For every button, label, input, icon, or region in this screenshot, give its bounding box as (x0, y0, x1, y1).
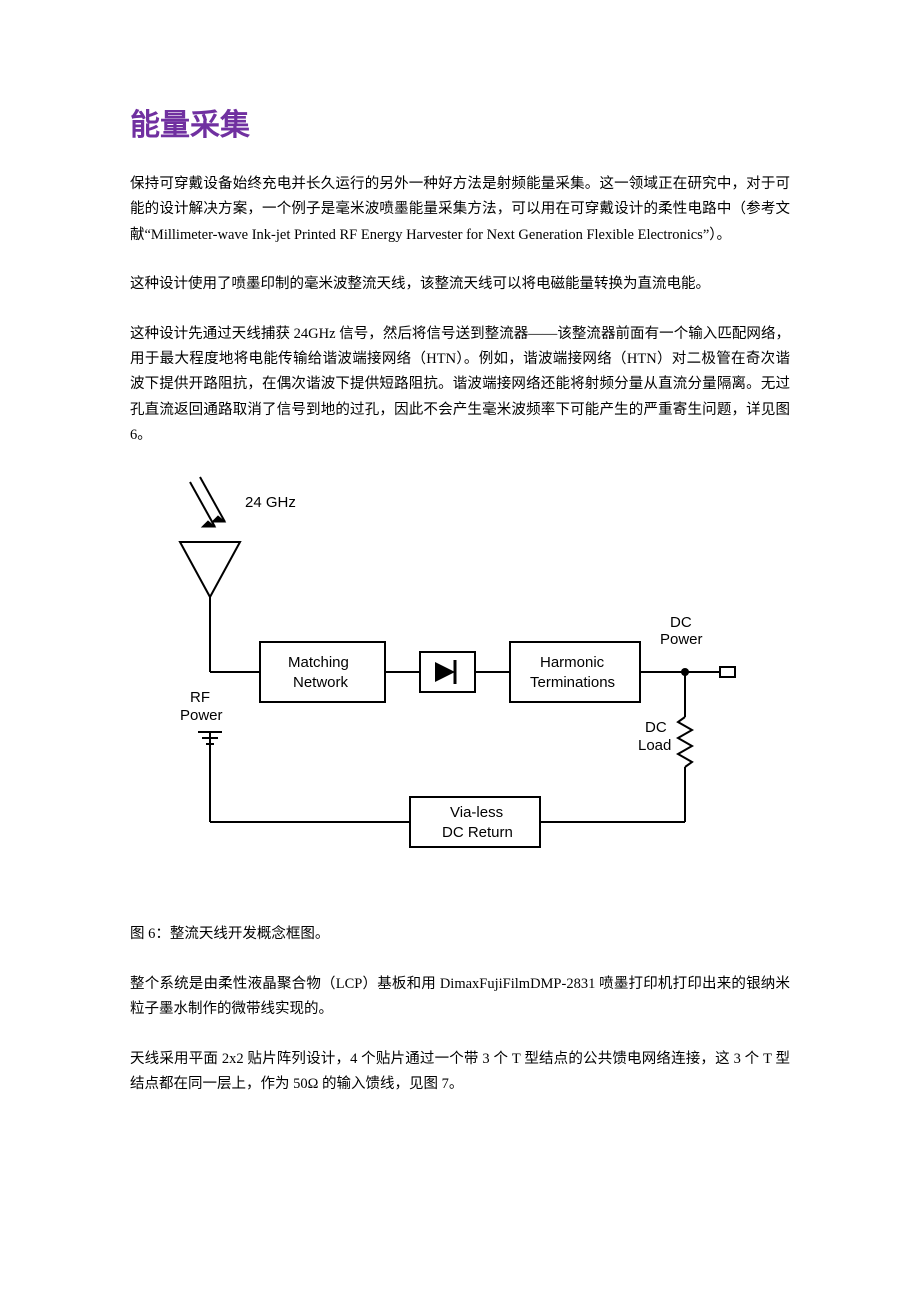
dc-output-terminal-icon (700, 667, 735, 677)
rf-power-label-1: RF (190, 689, 210, 706)
page-title: 能量采集 (130, 100, 790, 144)
matching-network-label-2: Network (293, 674, 349, 691)
matching-network-label-1: Matching (288, 654, 349, 671)
paragraph-4: 整个系统是由柔性液晶聚合物（LCP）基板和用 DimaxFujiFilmDMP-… (130, 972, 790, 1023)
dc-load-label-1: DC (645, 719, 667, 736)
freq-label: 24 GHz (245, 494, 296, 511)
paragraph-1: 保持可穿戴设备始终充电并长久运行的另外一种好方法是射频能量采集。这一领域正在研究… (130, 172, 790, 248)
paragraph-5: 天线采用平面 2x2 贴片阵列设计，4 个贴片通过一个带 3 个 T 型结点的公… (130, 1047, 790, 1098)
paragraph-2: 这种设计使用了喷墨印制的毫米波整流天线，该整流天线可以将电磁能量转换为直流电能。 (130, 272, 790, 297)
via-less-label-2: DC Return (442, 824, 513, 841)
resistor-icon (678, 717, 692, 767)
harmonic-label-1: Harmonic (540, 654, 605, 671)
rf-power-label-2: Power (180, 707, 223, 724)
paragraph-3: 这种设计先通过天线捕获 24GHz 信号，然后将信号送到整流器——该整流器前面有… (130, 322, 790, 449)
dc-load-label-2: Load (638, 737, 671, 754)
figure-6-caption: 图 6：整流天线开发概念框图。 (130, 922, 790, 947)
signal-arrow-icon (190, 477, 225, 527)
figure-6-block-diagram: 24 GHz RF Power Matching Network Harmoni… (160, 472, 760, 892)
dc-power-label-1: DC (670, 614, 692, 631)
harmonic-label-2: Terminations (530, 674, 615, 691)
matching-network-box (260, 642, 385, 702)
harmonic-terminations-box (510, 642, 640, 702)
dc-power-label-2: Power (660, 631, 703, 648)
antenna-icon (180, 542, 240, 672)
via-less-label-1: Via-less (450, 804, 503, 821)
